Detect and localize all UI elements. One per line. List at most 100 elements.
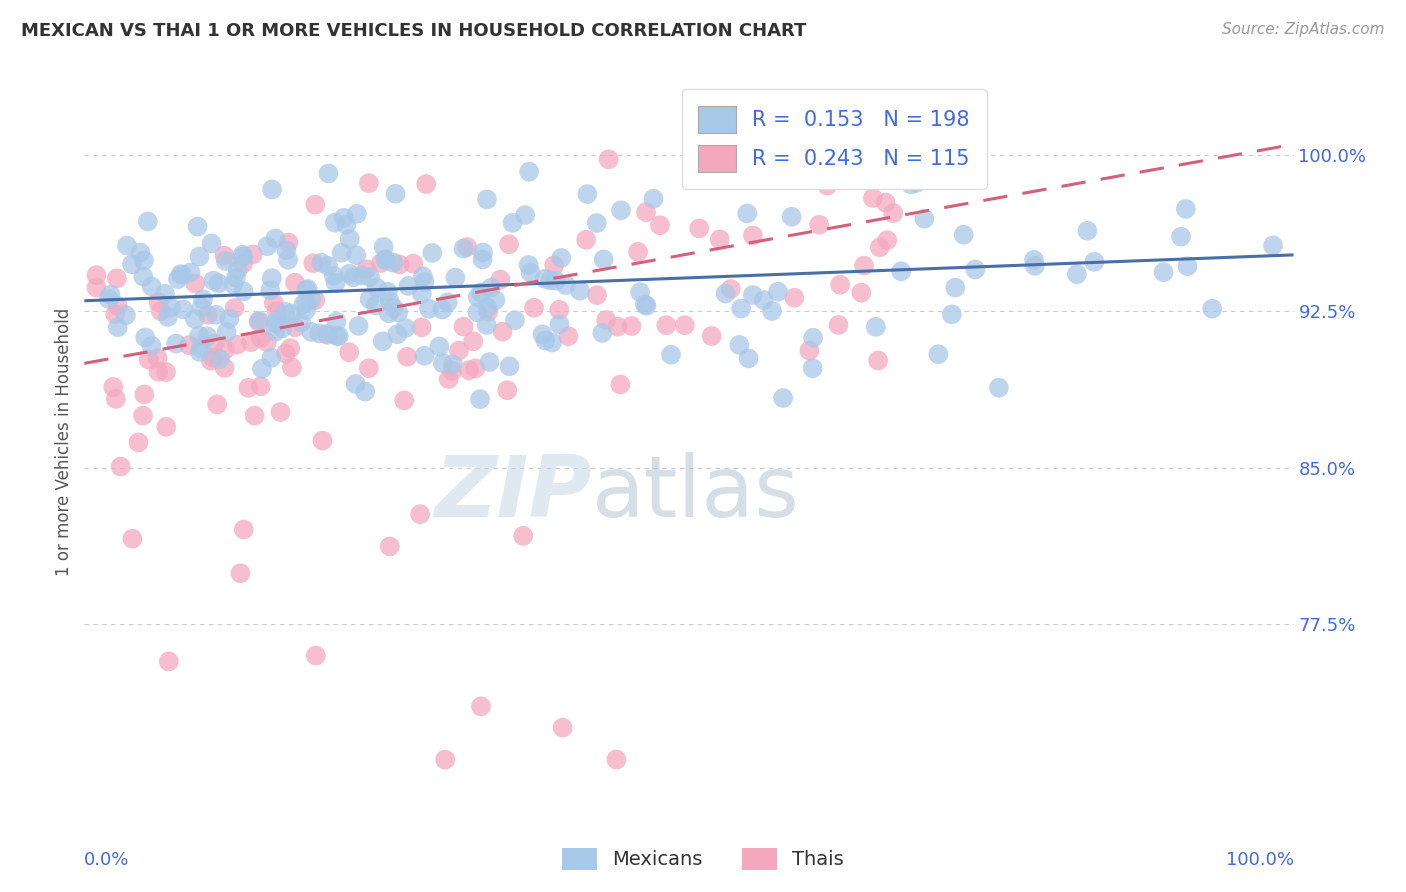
- Point: [308, 326, 330, 341]
- Point: [344, 376, 367, 391]
- Point: [575, 233, 598, 247]
- Point: [205, 397, 228, 411]
- Point: [491, 325, 513, 339]
- Point: [179, 265, 201, 279]
- Point: [187, 219, 209, 234]
- Point: [172, 268, 194, 282]
- Point: [316, 327, 339, 342]
- Point: [523, 301, 546, 315]
- Point: [243, 409, 266, 423]
- Point: [309, 256, 332, 270]
- Point: [634, 297, 657, 311]
- Point: [741, 228, 763, 243]
- Point: [146, 351, 169, 366]
- Point: [304, 293, 326, 307]
- Point: [557, 329, 579, 343]
- Point: [548, 318, 571, 332]
- Point: [359, 270, 381, 285]
- Text: MEXICAN VS THAI 1 OR MORE VEHICLES IN HOUSEHOLD CORRELATION CHART: MEXICAN VS THAI 1 OR MORE VEHICLES IN HO…: [21, 22, 807, 40]
- Point: [250, 361, 273, 376]
- Point: [277, 252, 299, 267]
- Point: [190, 300, 212, 314]
- Point: [830, 277, 852, 292]
- Point: [302, 256, 325, 270]
- Point: [659, 348, 682, 362]
- Point: [354, 384, 377, 399]
- Point: [188, 250, 211, 264]
- Point: [905, 176, 928, 190]
- Point: [801, 331, 824, 345]
- Point: [347, 318, 370, 333]
- Point: [441, 364, 464, 378]
- Point: [214, 360, 236, 375]
- Point: [876, 233, 898, 247]
- Point: [374, 252, 396, 267]
- Point: [326, 329, 349, 343]
- Point: [851, 285, 873, 300]
- Point: [453, 319, 475, 334]
- Point: [1022, 252, 1045, 267]
- Text: 100.0%: 100.0%: [1226, 851, 1294, 869]
- Point: [434, 753, 457, 767]
- Point: [208, 352, 231, 367]
- Point: [1024, 259, 1046, 273]
- Legend: R =  0.153   N = 198, R =  0.243   N = 115: R = 0.153 N = 198, R = 0.243 N = 115: [682, 89, 987, 188]
- Point: [188, 328, 211, 343]
- Point: [1177, 259, 1199, 273]
- Point: [890, 264, 912, 278]
- Point: [432, 356, 454, 370]
- Point: [155, 419, 177, 434]
- Point: [335, 218, 357, 232]
- Point: [344, 248, 367, 262]
- Point: [503, 313, 526, 327]
- Point: [214, 249, 236, 263]
- Point: [134, 330, 156, 344]
- Point: [496, 383, 519, 397]
- Point: [115, 238, 138, 252]
- Point: [477, 305, 499, 319]
- Point: [648, 218, 671, 232]
- Point: [325, 276, 347, 290]
- Point: [249, 379, 271, 393]
- Point: [467, 290, 489, 304]
- Point: [149, 304, 172, 318]
- Point: [605, 753, 627, 767]
- Point: [453, 242, 475, 256]
- Point: [110, 459, 132, 474]
- Point: [827, 318, 849, 332]
- Point: [591, 326, 613, 340]
- Point: [242, 247, 264, 261]
- Point: [215, 254, 238, 268]
- Point: [472, 245, 495, 260]
- Point: [714, 286, 737, 301]
- Point: [595, 313, 617, 327]
- Point: [105, 271, 128, 285]
- Point: [332, 211, 354, 225]
- Point: [197, 308, 219, 322]
- Point: [489, 272, 512, 286]
- Point: [264, 325, 287, 339]
- Point: [271, 321, 294, 335]
- Point: [470, 699, 492, 714]
- Point: [396, 350, 419, 364]
- Point: [295, 283, 318, 297]
- Point: [720, 282, 742, 296]
- Point: [730, 301, 752, 316]
- Point: [498, 237, 520, 252]
- Point: [323, 216, 346, 230]
- Point: [427, 339, 450, 353]
- Point: [184, 277, 207, 291]
- Point: [444, 270, 467, 285]
- Point: [728, 338, 751, 352]
- Point: [519, 265, 541, 279]
- Point: [688, 221, 710, 235]
- Point: [229, 566, 252, 581]
- Point: [172, 302, 194, 317]
- Legend: Mexicans, Thais: Mexicans, Thais: [554, 839, 852, 878]
- Point: [263, 296, 285, 310]
- Point: [471, 252, 494, 267]
- Point: [190, 341, 212, 355]
- Point: [215, 325, 238, 339]
- Point: [609, 377, 631, 392]
- Point: [541, 335, 564, 350]
